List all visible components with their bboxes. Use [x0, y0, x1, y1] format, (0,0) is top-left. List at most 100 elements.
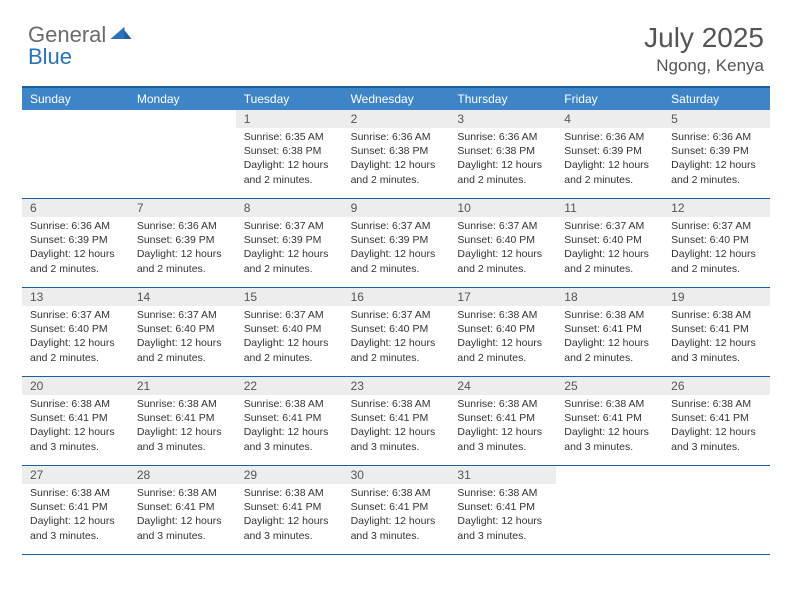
- sunset-line: Sunset: 6:40 PM: [351, 322, 442, 336]
- sunrise-line: Sunrise: 6:38 AM: [671, 308, 762, 322]
- day-number: [556, 466, 663, 470]
- sunset-line: Sunset: 6:39 PM: [137, 233, 228, 247]
- month-title: July 2025: [644, 22, 764, 54]
- week-row: 27Sunrise: 6:38 AMSunset: 6:41 PMDayligh…: [22, 466, 770, 555]
- day-number: 22: [236, 377, 343, 395]
- day-body: Sunrise: 6:36 AMSunset: 6:39 PMDaylight:…: [129, 217, 236, 276]
- sunset-line: Sunset: 6:41 PM: [30, 411, 121, 425]
- day-number: 15: [236, 288, 343, 306]
- daylight-line: Daylight: 12 hours and 3 minutes.: [457, 514, 548, 542]
- sunrise-line: Sunrise: 6:38 AM: [457, 308, 548, 322]
- day-body: Sunrise: 6:38 AMSunset: 6:41 PMDaylight:…: [129, 484, 236, 543]
- daylight-line: Daylight: 12 hours and 2 minutes.: [351, 158, 442, 186]
- day-cell: 17Sunrise: 6:38 AMSunset: 6:40 PMDayligh…: [449, 288, 556, 376]
- sunrise-line: Sunrise: 6:37 AM: [351, 308, 442, 322]
- daylight-line: Daylight: 12 hours and 2 minutes.: [137, 247, 228, 275]
- day-cell: 19Sunrise: 6:38 AMSunset: 6:41 PMDayligh…: [663, 288, 770, 376]
- day-cell: 30Sunrise: 6:38 AMSunset: 6:41 PMDayligh…: [343, 466, 450, 554]
- day-number: 17: [449, 288, 556, 306]
- sunset-line: Sunset: 6:39 PM: [351, 233, 442, 247]
- daylight-line: Daylight: 12 hours and 2 minutes.: [564, 158, 655, 186]
- day-cell: 31Sunrise: 6:38 AMSunset: 6:41 PMDayligh…: [449, 466, 556, 554]
- sunrise-line: Sunrise: 6:36 AM: [137, 219, 228, 233]
- day-body: Sunrise: 6:36 AMSunset: 6:39 PMDaylight:…: [663, 128, 770, 187]
- weekday-name: Wednesday: [343, 88, 450, 110]
- day-number: 2: [343, 110, 450, 128]
- daylight-line: Daylight: 12 hours and 2 minutes.: [564, 247, 655, 275]
- sunrise-line: Sunrise: 6:37 AM: [564, 219, 655, 233]
- day-body: Sunrise: 6:37 AMSunset: 6:40 PMDaylight:…: [663, 217, 770, 276]
- sunrise-line: Sunrise: 6:38 AM: [137, 486, 228, 500]
- sunset-line: Sunset: 6:40 PM: [137, 322, 228, 336]
- sunset-line: Sunset: 6:41 PM: [137, 411, 228, 425]
- sunset-line: Sunset: 6:41 PM: [137, 500, 228, 514]
- day-number: 29: [236, 466, 343, 484]
- day-cell: 6Sunrise: 6:36 AMSunset: 6:39 PMDaylight…: [22, 199, 129, 287]
- day-cell: 16Sunrise: 6:37 AMSunset: 6:40 PMDayligh…: [343, 288, 450, 376]
- day-number: 4: [556, 110, 663, 128]
- header: GeneralBlue July 2025 Ngong, Kenya: [0, 0, 792, 82]
- daylight-line: Daylight: 12 hours and 2 minutes.: [457, 336, 548, 364]
- day-number: 14: [129, 288, 236, 306]
- day-cell: 21Sunrise: 6:38 AMSunset: 6:41 PMDayligh…: [129, 377, 236, 465]
- day-number: 12: [663, 199, 770, 217]
- day-cell: 2Sunrise: 6:36 AMSunset: 6:38 PMDaylight…: [343, 110, 450, 198]
- day-cell: 29Sunrise: 6:38 AMSunset: 6:41 PMDayligh…: [236, 466, 343, 554]
- day-body: Sunrise: 6:36 AMSunset: 6:38 PMDaylight:…: [343, 128, 450, 187]
- sunset-line: Sunset: 6:41 PM: [351, 500, 442, 514]
- daylight-line: Daylight: 12 hours and 3 minutes.: [671, 336, 762, 364]
- day-number: 27: [22, 466, 129, 484]
- sunset-line: Sunset: 6:41 PM: [671, 322, 762, 336]
- day-body: Sunrise: 6:37 AMSunset: 6:39 PMDaylight:…: [343, 217, 450, 276]
- day-cell: 4Sunrise: 6:36 AMSunset: 6:39 PMDaylight…: [556, 110, 663, 198]
- day-number: 13: [22, 288, 129, 306]
- sunset-line: Sunset: 6:41 PM: [351, 411, 442, 425]
- week-row: 1Sunrise: 6:35 AMSunset: 6:38 PMDaylight…: [22, 110, 770, 199]
- day-number: [129, 110, 236, 114]
- sunrise-line: Sunrise: 6:38 AM: [244, 397, 335, 411]
- day-cell: 27Sunrise: 6:38 AMSunset: 6:41 PMDayligh…: [22, 466, 129, 554]
- daylight-line: Daylight: 12 hours and 3 minutes.: [351, 514, 442, 542]
- sunset-line: Sunset: 6:41 PM: [244, 411, 335, 425]
- day-number: 10: [449, 199, 556, 217]
- day-number: 9: [343, 199, 450, 217]
- day-number: 30: [343, 466, 450, 484]
- day-body: Sunrise: 6:38 AMSunset: 6:41 PMDaylight:…: [663, 395, 770, 454]
- daylight-line: Daylight: 12 hours and 2 minutes.: [671, 247, 762, 275]
- sunset-line: Sunset: 6:40 PM: [457, 233, 548, 247]
- day-cell: 22Sunrise: 6:38 AMSunset: 6:41 PMDayligh…: [236, 377, 343, 465]
- sunrise-line: Sunrise: 6:38 AM: [137, 397, 228, 411]
- daylight-line: Daylight: 12 hours and 3 minutes.: [30, 425, 121, 453]
- day-cell: 9Sunrise: 6:37 AMSunset: 6:39 PMDaylight…: [343, 199, 450, 287]
- daylight-line: Daylight: 12 hours and 3 minutes.: [564, 425, 655, 453]
- day-cell: 5Sunrise: 6:36 AMSunset: 6:39 PMDaylight…: [663, 110, 770, 198]
- sunset-line: Sunset: 6:38 PM: [457, 144, 548, 158]
- day-cell: 28Sunrise: 6:38 AMSunset: 6:41 PMDayligh…: [129, 466, 236, 554]
- calendar-weeks: 1Sunrise: 6:35 AMSunset: 6:38 PMDaylight…: [22, 110, 770, 555]
- sunrise-line: Sunrise: 6:38 AM: [564, 397, 655, 411]
- week-row: 20Sunrise: 6:38 AMSunset: 6:41 PMDayligh…: [22, 377, 770, 466]
- sunset-line: Sunset: 6:41 PM: [564, 411, 655, 425]
- day-body: Sunrise: 6:38 AMSunset: 6:41 PMDaylight:…: [343, 395, 450, 454]
- day-cell: 26Sunrise: 6:38 AMSunset: 6:41 PMDayligh…: [663, 377, 770, 465]
- daylight-line: Daylight: 12 hours and 2 minutes.: [30, 336, 121, 364]
- day-body: Sunrise: 6:38 AMSunset: 6:41 PMDaylight:…: [22, 484, 129, 543]
- daylight-line: Daylight: 12 hours and 2 minutes.: [244, 336, 335, 364]
- daylight-line: Daylight: 12 hours and 3 minutes.: [671, 425, 762, 453]
- weekday-name: Friday: [556, 88, 663, 110]
- day-number: 24: [449, 377, 556, 395]
- day-number: 6: [22, 199, 129, 217]
- day-number: 7: [129, 199, 236, 217]
- day-cell: 20Sunrise: 6:38 AMSunset: 6:41 PMDayligh…: [22, 377, 129, 465]
- day-body: Sunrise: 6:38 AMSunset: 6:41 PMDaylight:…: [663, 306, 770, 365]
- day-cell: 1Sunrise: 6:35 AMSunset: 6:38 PMDaylight…: [236, 110, 343, 198]
- day-number: 8: [236, 199, 343, 217]
- day-body: Sunrise: 6:38 AMSunset: 6:41 PMDaylight:…: [449, 395, 556, 454]
- day-body: Sunrise: 6:38 AMSunset: 6:41 PMDaylight:…: [236, 484, 343, 543]
- daylight-line: Daylight: 12 hours and 3 minutes.: [244, 514, 335, 542]
- sunset-line: Sunset: 6:41 PM: [671, 411, 762, 425]
- day-body: Sunrise: 6:38 AMSunset: 6:41 PMDaylight:…: [556, 306, 663, 365]
- day-cell: [663, 466, 770, 554]
- day-body: Sunrise: 6:38 AMSunset: 6:40 PMDaylight:…: [449, 306, 556, 365]
- logo-blue: Blue: [28, 44, 132, 70]
